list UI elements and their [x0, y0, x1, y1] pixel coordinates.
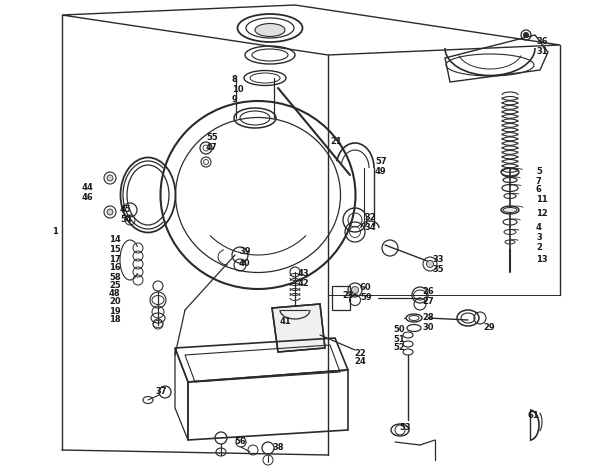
- Text: 40: 40: [239, 258, 251, 267]
- Text: 4: 4: [536, 224, 542, 232]
- Text: 31: 31: [536, 48, 548, 57]
- Circle shape: [107, 209, 113, 215]
- Ellipse shape: [255, 23, 285, 37]
- Text: 58: 58: [109, 274, 121, 283]
- Text: 12: 12: [536, 209, 548, 218]
- Text: 55: 55: [206, 133, 218, 142]
- Text: 36: 36: [536, 38, 548, 47]
- Text: 5: 5: [536, 168, 542, 177]
- Text: 14: 14: [109, 236, 121, 245]
- Text: 57: 57: [375, 158, 387, 167]
- Text: 42: 42: [298, 278, 310, 287]
- Text: 61: 61: [528, 410, 540, 419]
- Text: 34: 34: [364, 224, 376, 232]
- Text: 60: 60: [360, 283, 371, 292]
- Text: 8: 8: [232, 76, 237, 85]
- Text: 46: 46: [82, 193, 94, 202]
- Circle shape: [351, 286, 359, 294]
- Text: 28: 28: [422, 314, 434, 323]
- Text: 35: 35: [432, 266, 444, 275]
- Text: 50: 50: [393, 325, 405, 334]
- Text: 7: 7: [536, 177, 542, 186]
- Text: 9: 9: [232, 95, 237, 104]
- Circle shape: [427, 260, 433, 267]
- Text: 29: 29: [483, 323, 494, 332]
- Text: 43: 43: [298, 268, 310, 277]
- Text: 21: 21: [330, 137, 341, 146]
- Text: 54: 54: [120, 216, 132, 225]
- Text: 17: 17: [109, 255, 121, 264]
- Text: 51: 51: [393, 334, 405, 343]
- Text: 1: 1: [52, 228, 58, 237]
- Text: 59: 59: [360, 293, 371, 302]
- Text: 44: 44: [82, 183, 94, 192]
- Text: 41: 41: [280, 317, 292, 326]
- Circle shape: [523, 32, 529, 38]
- Text: 2: 2: [536, 244, 542, 253]
- Text: 23: 23: [342, 292, 354, 301]
- Text: 6: 6: [536, 186, 542, 194]
- Text: 16: 16: [109, 264, 121, 273]
- Polygon shape: [272, 304, 325, 352]
- Text: 30: 30: [422, 323, 433, 332]
- Circle shape: [107, 175, 113, 181]
- Text: 39: 39: [239, 247, 250, 257]
- Text: 13: 13: [536, 255, 548, 264]
- Text: 48: 48: [109, 289, 121, 298]
- Text: 11: 11: [536, 194, 548, 203]
- Text: 19: 19: [109, 306, 121, 315]
- Text: 56: 56: [234, 437, 246, 446]
- Text: 27: 27: [422, 296, 434, 305]
- Text: 20: 20: [109, 297, 121, 306]
- Text: 10: 10: [232, 85, 244, 94]
- Text: 22: 22: [354, 349, 366, 358]
- Text: 18: 18: [109, 315, 121, 324]
- Text: 38: 38: [272, 444, 283, 453]
- Text: 15: 15: [109, 245, 121, 254]
- Text: 3: 3: [536, 234, 542, 243]
- Text: 49: 49: [375, 168, 387, 177]
- Text: 53: 53: [399, 422, 411, 431]
- Text: 52: 52: [393, 343, 405, 352]
- Ellipse shape: [503, 208, 517, 212]
- Text: 24: 24: [354, 358, 366, 367]
- Text: 47: 47: [206, 143, 218, 152]
- Text: 37: 37: [155, 388, 166, 397]
- Text: 45: 45: [120, 206, 132, 215]
- Text: 25: 25: [109, 281, 121, 289]
- Text: 32: 32: [364, 213, 376, 222]
- Text: 33: 33: [432, 256, 444, 265]
- Text: 26: 26: [422, 287, 434, 296]
